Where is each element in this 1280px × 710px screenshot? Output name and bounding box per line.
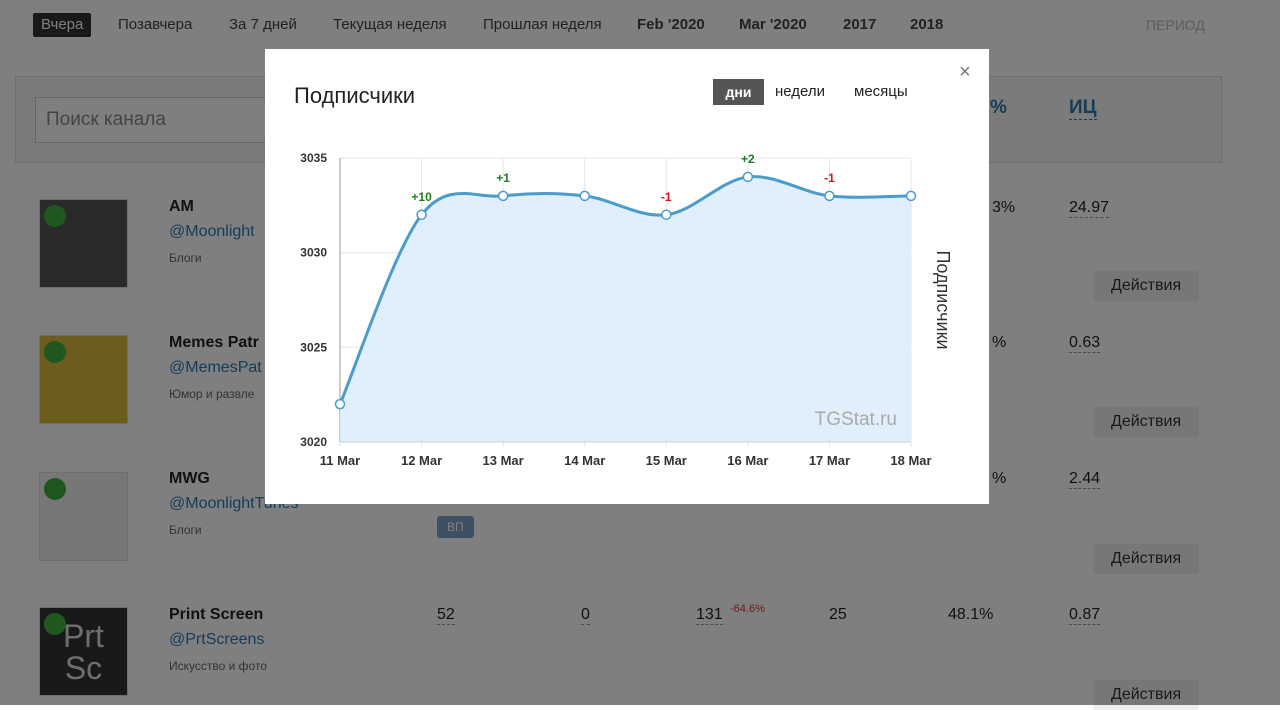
area — [340, 176, 911, 442]
point — [905, 190, 917, 202]
value-label: +10 — [411, 190, 432, 204]
point — [742, 171, 754, 183]
y-tick-label: 3030 — [300, 246, 327, 260]
x-tick-label: 18 Mar — [890, 453, 931, 468]
y-tick-label: 3025 — [300, 340, 327, 354]
x-tick-label: 14 Mar — [564, 453, 605, 468]
x-tick-label: 11 Mar — [320, 453, 360, 468]
x-tick-label: 13 Mar — [483, 453, 524, 468]
y-axis-title: Подписчики — [933, 250, 953, 349]
y-tick-label: 3035 — [300, 151, 327, 165]
point — [824, 190, 835, 202]
x-tick-label: 17 Mar — [809, 453, 850, 468]
value-label: +1 — [496, 171, 510, 185]
point — [579, 190, 590, 202]
tab[interactable]: недели — [775, 83, 826, 100]
value-label: -1 — [824, 171, 835, 185]
y-tick-label: 3020 — [300, 435, 327, 449]
x-tick-label: 15 Mar — [646, 453, 687, 468]
modal: Подписчики дни недели месяцы × 3020 3025 3… — [265, 49, 989, 504]
watermark: TGStat.ru — [815, 409, 897, 430]
x-tick-label: 16 Mar — [727, 453, 768, 468]
line — [338, 175, 912, 405]
tab[interactable]: дни — [713, 79, 764, 105]
close-button[interactable]: × — [959, 61, 971, 83]
point — [661, 209, 672, 221]
value-label: +2 — [741, 152, 755, 166]
point — [497, 190, 509, 202]
chart-title: Подписчики — [294, 83, 416, 108]
value-label: -1 — [661, 190, 672, 204]
x-tick-label: 12 Mar — [401, 453, 442, 468]
point — [334, 398, 346, 410]
point — [416, 209, 427, 221]
chart: 3020 3025 3030 3035 11 Mar 12 Mar 13 Mar 14 Mar… — [300, 151, 953, 468]
tab[interactable]: месяцы — [854, 83, 908, 100]
